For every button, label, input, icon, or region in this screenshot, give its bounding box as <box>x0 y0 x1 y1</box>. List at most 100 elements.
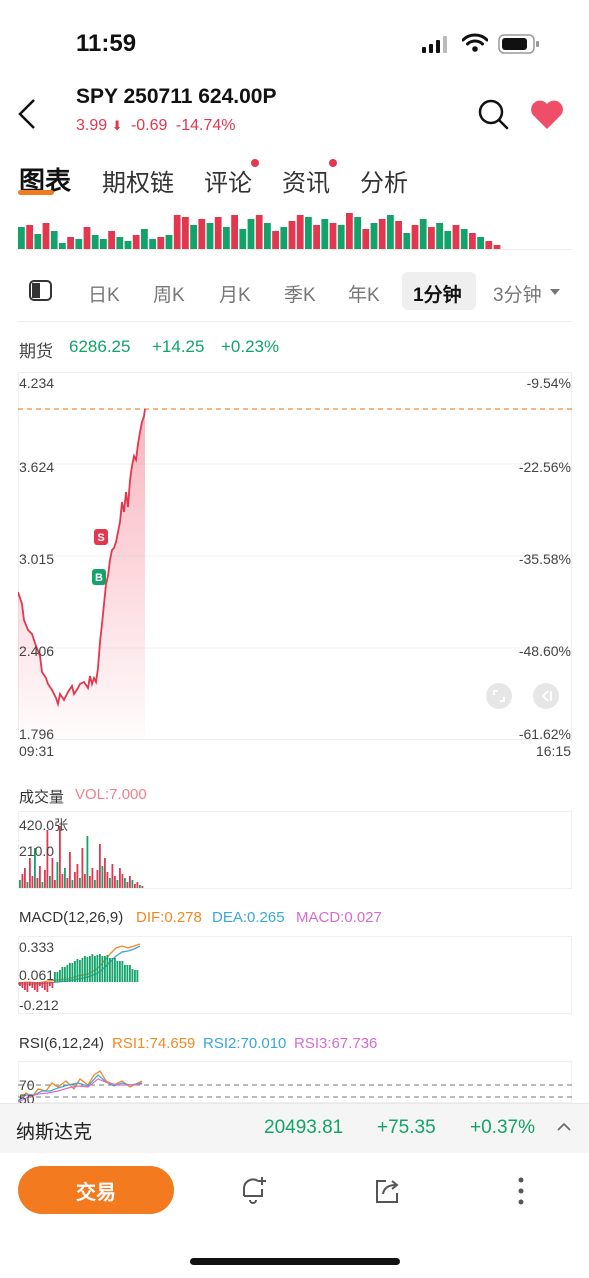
volume-bar <box>44 870 46 888</box>
contract-title: SPY 250711 624.00P <box>76 85 277 108</box>
rsi-chart <box>18 1061 572 1103</box>
volume-bar <box>139 885 141 888</box>
top-volume-bar <box>485 241 493 249</box>
macd-hist-bar <box>106 955 109 982</box>
battery-icon <box>498 34 540 54</box>
macd-chart <box>18 936 572 1014</box>
macd-hist-bar <box>24 982 26 990</box>
x-start-time: 09:31 <box>19 743 55 759</box>
period-1min[interactable]: 1分钟 <box>413 285 462 306</box>
volume-y1: 420.0张 <box>19 817 69 833</box>
volume-bar <box>66 878 69 888</box>
volume-bar <box>119 868 121 888</box>
macd-hist-bar <box>131 969 134 982</box>
top-volume-bar <box>83 227 91 249</box>
period-3min[interactable]: 3分钟 <box>493 285 542 306</box>
volume-bar <box>101 866 104 888</box>
favorite-heart-icon[interactable] <box>529 99 565 131</box>
top-volume-bar <box>116 237 124 249</box>
volume-y2: 210.0 <box>19 843 55 859</box>
top-volume-bar <box>411 225 419 249</box>
macd-hist-bar <box>39 982 41 986</box>
macd-hist-bar <box>61 967 64 982</box>
macd-dea: DEA:0.265 <box>212 909 285 926</box>
tab-comments[interactable]: 评论 <box>204 170 252 197</box>
period-week[interactable]: 周K <box>153 285 185 306</box>
top-volume-bar <box>239 229 247 249</box>
chevron-up-icon[interactable] <box>557 1122 571 1132</box>
macd-hist-bar <box>64 967 66 982</box>
active-tab-indicator <box>18 190 54 195</box>
futures-change-pct: +0.23% <box>221 337 280 356</box>
volume-bar <box>21 874 24 888</box>
period-quarter[interactable]: 季K <box>284 285 316 306</box>
volume-bar <box>126 882 129 888</box>
volume-bar <box>51 858 54 888</box>
volume-bar <box>56 862 59 888</box>
macd-hist-bar <box>119 961 121 982</box>
volume-bar <box>46 830 49 888</box>
top-volume-bar <box>247 219 255 249</box>
back-icon[interactable] <box>16 98 40 130</box>
top-volume-bar <box>362 229 370 249</box>
macd-hist-bar <box>81 958 84 982</box>
period-1min-selected[interactable] <box>402 272 476 310</box>
macd-dif: DIF:0.278 <box>136 909 202 926</box>
macd-hist-bar <box>104 956 106 982</box>
trade-button[interactable]: 交易 <box>18 1166 174 1214</box>
status-time: 11:59 <box>76 30 137 57</box>
macd-hist-bar <box>44 982 46 990</box>
trade-button-label: 交易 <box>76 1181 116 1204</box>
top-volume-bar <box>346 213 353 249</box>
home-indicator <box>190 1258 400 1265</box>
top-volume-bar <box>157 237 165 249</box>
macd-hist-bar <box>101 956 104 982</box>
volume-bar <box>24 868 26 888</box>
volume-bar <box>116 880 119 888</box>
x-end-time: 16:15 <box>535 743 571 759</box>
top-volume-bar <box>296 215 304 249</box>
macd-hist-bar <box>134 970 136 982</box>
macd-hist-bar <box>99 954 101 982</box>
alert-bell-icon[interactable] <box>238 1174 268 1206</box>
macd-hist-bar <box>96 955 99 982</box>
collapse-icon[interactable] <box>533 683 559 709</box>
volume-bar <box>29 858 31 888</box>
volume-bar <box>19 880 21 888</box>
tab-option-chain[interactable]: 期权链 <box>102 170 174 197</box>
layout-toggle-icon[interactable] <box>29 280 53 302</box>
macd-hist-bar <box>41 982 44 988</box>
more-icon[interactable] <box>516 1176 526 1206</box>
macd-hist-bar <box>89 956 91 982</box>
price-chart[interactable]: S B <box>18 372 572 742</box>
macd-hist-bar <box>94 956 96 982</box>
share-icon[interactable] <box>372 1176 402 1206</box>
volume-bar <box>134 884 136 888</box>
volume-bar <box>129 876 131 888</box>
fullscreen-icon[interactable] <box>486 683 512 709</box>
volume-bar <box>59 826 61 888</box>
volume-bar <box>54 880 56 888</box>
macd-hist-bar <box>46 982 49 992</box>
period-month[interactable]: 月K <box>219 285 251 306</box>
period-year[interactable]: 年K <box>348 285 380 306</box>
period-day[interactable]: 日K <box>88 285 120 306</box>
volume-bar <box>109 878 111 888</box>
rsi3-value: RSI3:67.736 <box>294 1035 378 1052</box>
tab-analysis[interactable]: 分析 <box>360 170 408 197</box>
volume-bar <box>111 864 114 888</box>
index-ticker-bar[interactable] <box>0 1103 589 1153</box>
volume-chart <box>18 811 572 889</box>
macd-hist-bar <box>69 963 71 982</box>
y-left-4: 2.406 <box>19 643 55 659</box>
macd-hist-bar <box>91 954 94 982</box>
top-volume-bar <box>337 225 345 249</box>
top-volume-bar <box>190 225 197 249</box>
volume-bar <box>69 852 71 888</box>
top-volume-bar <box>59 243 66 249</box>
chevron-down-icon[interactable] <box>550 288 560 296</box>
tab-news[interactable]: 资讯 <box>282 170 330 197</box>
macd-hist-bar <box>129 965 131 982</box>
volume-bar <box>106 872 109 888</box>
search-icon[interactable] <box>477 98 509 130</box>
